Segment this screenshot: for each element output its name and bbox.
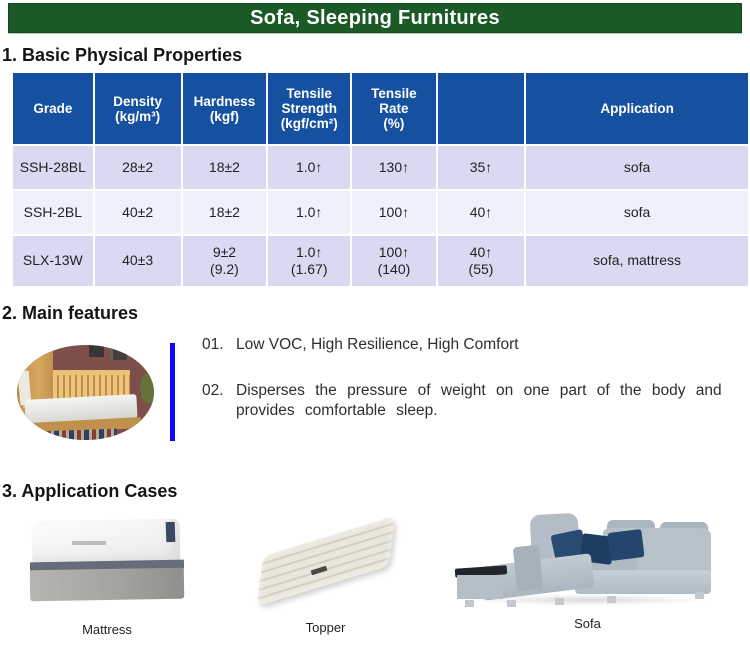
section-heading-basic-physical-properties: 1. Basic Physical Properties xyxy=(2,45,243,65)
feature-list: 01. Low VOC, High Resilience, High Comfo… xyxy=(202,335,744,447)
table-header-tensile-strength: Tensile Strength (kgf/cm²) xyxy=(268,73,351,144)
application-case-mattress: Mattress xyxy=(27,518,187,637)
main-features-section: 01. Low VOC, High Resilience, High Comfo… xyxy=(0,325,750,477)
sofa-leg xyxy=(555,598,564,605)
feature-text: Disperses the pressure of weight on one … xyxy=(236,382,722,419)
sofa-end-base xyxy=(457,575,503,599)
table-header-tensile-rate: Tensile Rate (%) xyxy=(352,73,436,144)
table-header-application: Application xyxy=(526,73,748,144)
table-cell: SSH-28BL xyxy=(13,146,93,189)
picture-frame xyxy=(89,345,104,357)
mattress-logo xyxy=(72,541,106,545)
topper-image xyxy=(253,515,398,607)
application-label-topper: Topper xyxy=(305,620,346,635)
table-cell: 28±2 xyxy=(94,146,181,189)
sofa-pillow xyxy=(607,529,645,561)
table-cell: sofa xyxy=(526,146,748,189)
striped-rug xyxy=(38,428,118,440)
bedroom-photo xyxy=(17,345,154,440)
mattress-image xyxy=(27,518,187,603)
table-header-density: Density (kg/m³) xyxy=(94,73,181,144)
feature-text: Low VOC, High Resilience, High Comfort xyxy=(236,336,519,353)
application-cases-section: Mattress Topper xyxy=(0,504,750,652)
title-banner: Sofa, Sleeping Furnitures xyxy=(8,3,742,33)
table-cell: SLX-13W xyxy=(13,236,93,286)
topper-mat xyxy=(256,515,396,607)
sofa-armrest xyxy=(512,544,544,592)
mattress-base xyxy=(29,567,185,602)
table-cell: sofa xyxy=(526,191,748,234)
table-cell: 130↑ xyxy=(352,146,436,189)
table-cell: 35↑ xyxy=(437,146,525,189)
feature-number: 01. xyxy=(202,336,224,353)
picture-frame xyxy=(110,345,127,360)
table-row: SSH-2BL 40±2 18±2 1.0↑ 100↑ 40↑ sofa xyxy=(13,191,748,234)
sofa-seat xyxy=(575,570,711,594)
section-heading-main-features: 2. Main features xyxy=(2,303,139,323)
table-cell: 1.0↑ (1.67) xyxy=(268,236,351,286)
table-header-hardness: Hardness (kgf) xyxy=(182,73,267,144)
table-header-blank xyxy=(437,73,525,144)
sofa-shadow xyxy=(465,594,710,606)
table-row: SSH-28BL 28±2 18±2 1.0↑ 130↑ 35↑ sofa xyxy=(13,146,748,189)
page-title: Sofa, Sleeping Furnitures xyxy=(250,6,500,29)
application-case-topper: Topper xyxy=(253,515,398,635)
table-header-row: Grade Density (kg/m³) Hardness (kgf) Ten… xyxy=(13,73,748,144)
properties-table: Grade Density (kg/m³) Hardness (kgf) Ten… xyxy=(11,71,750,288)
table-cell: 100↑ xyxy=(352,191,436,234)
table-cell: SSH-2BL xyxy=(13,191,93,234)
table-cell: 18±2 xyxy=(182,146,267,189)
feature-item-2: 02. Disperses the pressure of weight on … xyxy=(202,381,744,421)
sofa-image xyxy=(454,512,720,607)
table-cell: 40↑ xyxy=(437,191,525,234)
table-cell: sofa, mattress xyxy=(526,236,748,286)
table-cell: 1.0↑ xyxy=(268,146,351,189)
feature-item-1: 01. Low VOC, High Resilience, High Comfo… xyxy=(202,335,744,355)
feature-number: 02. xyxy=(202,382,224,399)
sofa-leg xyxy=(695,592,704,599)
table-cell: 1.0↑ xyxy=(268,191,351,234)
table-header-grade: Grade xyxy=(13,73,93,144)
sofa-leg xyxy=(607,596,616,603)
table-cell: 40±3 xyxy=(94,236,181,286)
section-heading-application-cases: 3. Application Cases xyxy=(2,481,178,501)
sofa-leg xyxy=(465,600,474,607)
sofa-leg xyxy=(507,600,516,607)
table-cell: 100↑ (140) xyxy=(352,236,436,286)
application-label-sofa: Sofa xyxy=(574,616,601,631)
table-cell: 40±2 xyxy=(94,191,181,234)
table-cell: 18±2 xyxy=(182,191,267,234)
table-row: SLX-13W 40±3 9±2 (9.2) 1.0↑ (1.67) 100↑ … xyxy=(13,236,748,286)
application-case-sofa: Sofa xyxy=(454,512,720,631)
table-cell: 9±2 (9.2) xyxy=(182,236,267,286)
divider-bar xyxy=(170,343,175,441)
application-label-mattress: Mattress xyxy=(82,622,132,637)
table-cell: 40↑ (55) xyxy=(437,236,525,286)
mattress-tag xyxy=(165,521,176,543)
plant xyxy=(140,373,154,403)
